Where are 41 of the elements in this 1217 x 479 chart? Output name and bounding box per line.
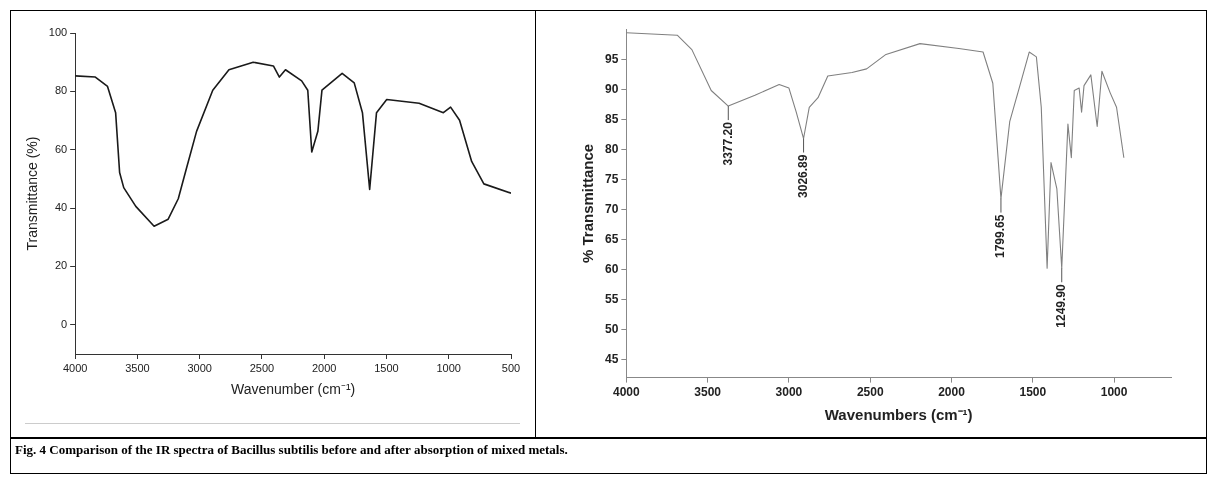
y-tick-label: 70 bbox=[604, 201, 619, 216]
annotation: 3377.20 bbox=[720, 121, 735, 166]
x-tick-label: 4000 bbox=[613, 385, 641, 400]
caption: Fig. 4 Comparison of the IR spectra of Bacillus subtilis before and after absorption of mixed metals. bbox=[10, 438, 1207, 474]
annotation: 1249.90 bbox=[1054, 283, 1069, 328]
x-tick-label: 1500 bbox=[1019, 385, 1047, 400]
y-tick-label: 50 bbox=[604, 321, 619, 336]
x-tick-label: 3500 bbox=[125, 361, 150, 374]
y-tick-label: 100 bbox=[48, 26, 68, 39]
y-tick-label: 75 bbox=[604, 171, 619, 186]
x-tick-label: 1500 bbox=[374, 361, 399, 374]
y-tick-label: 60 bbox=[604, 261, 619, 276]
y-tick-label: 80 bbox=[54, 84, 68, 97]
y-tick-label: 65 bbox=[604, 231, 619, 246]
y-tick-label: 20 bbox=[54, 259, 68, 272]
y-tick-label: 80 bbox=[604, 141, 619, 156]
y-axis-title: Transmittance (%) bbox=[24, 136, 41, 251]
x-tick-label: 3500 bbox=[694, 385, 722, 400]
x-tick-label: 1000 bbox=[1100, 385, 1128, 400]
x-tick-label: 2000 bbox=[938, 385, 966, 400]
x-tick-label: 2500 bbox=[249, 361, 275, 374]
y-tick-label: 45 bbox=[604, 351, 619, 366]
y-tick-label: 0 bbox=[61, 317, 68, 330]
x-axis-title: Wavenumber (cm⁻¹) bbox=[230, 381, 356, 398]
x-tick-label: 3000 bbox=[775, 385, 803, 400]
y-tick-label: 55 bbox=[604, 291, 619, 306]
x-tick-label: 1000 bbox=[436, 361, 461, 374]
x-tick-label: 4000 bbox=[62, 361, 88, 374]
y-tick-label: 85 bbox=[604, 111, 619, 126]
y-tick-label: 40 bbox=[54, 201, 68, 214]
y-tick-label: 95 bbox=[604, 51, 619, 66]
x-tick-label: 3000 bbox=[187, 361, 212, 374]
x-tick-label: 500 bbox=[501, 361, 521, 374]
x-tick-label: 2000 bbox=[311, 361, 337, 374]
x-axis-title: Wavenumbers (cm⁻¹) bbox=[824, 406, 973, 424]
y-tick-label: 60 bbox=[54, 142, 68, 155]
annotation: 3026.89 bbox=[795, 154, 810, 198]
y-axis-title: % Transmittance bbox=[579, 143, 597, 264]
y-tick-label: 90 bbox=[604, 81, 619, 96]
x-tick-label: 2500 bbox=[856, 385, 884, 400]
annotation: 1799.65 bbox=[993, 214, 1008, 258]
